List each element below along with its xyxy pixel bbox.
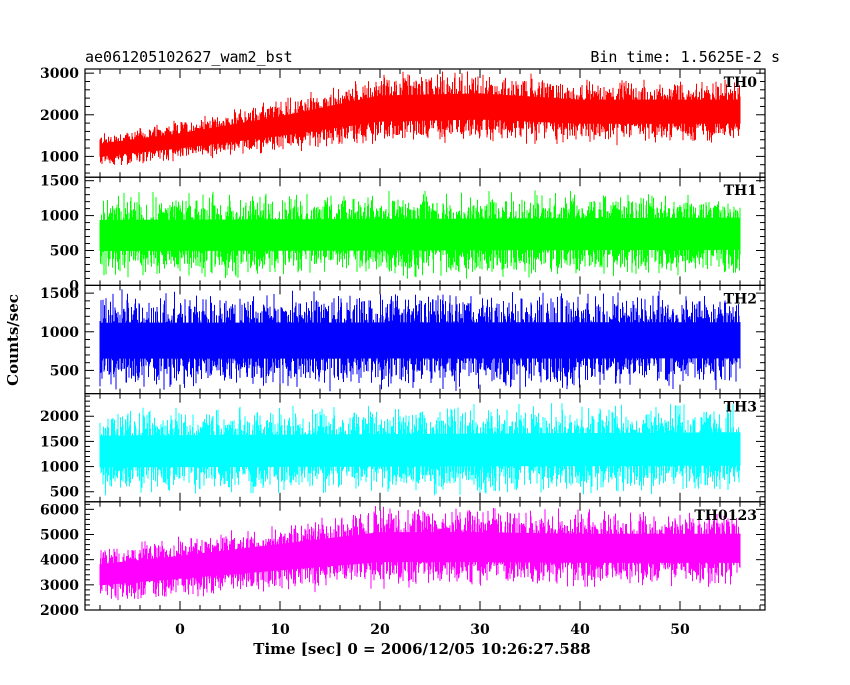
y-tick-label: 1500 bbox=[40, 434, 79, 450]
y-axis-label: Counts/sec bbox=[4, 294, 22, 386]
y-tick-label: 1500 bbox=[40, 174, 79, 190]
x-tick-label: 20 bbox=[370, 622, 390, 638]
x-tick-label: 50 bbox=[670, 622, 690, 638]
x-tick-label: 10 bbox=[270, 622, 290, 638]
y-tick-label: 2000 bbox=[40, 108, 79, 124]
panels-group: 100020003000TH0050010001500TH15001000150… bbox=[40, 66, 766, 638]
y-tick-label: 500 bbox=[50, 485, 79, 501]
y-tick-label: 3000 bbox=[40, 578, 79, 594]
band-label: TH3 bbox=[724, 400, 757, 416]
title-left: ae061205102627_wam2_bst bbox=[85, 48, 293, 66]
series-trace-th1 bbox=[99, 190, 741, 279]
series-trace-th0 bbox=[99, 71, 741, 165]
x-tick-label: 0 bbox=[175, 622, 185, 638]
y-tick-label: 500 bbox=[50, 243, 79, 259]
y-tick-label: 5000 bbox=[40, 528, 79, 544]
panel-th0: 1000 2000 3000 TH0 bbox=[40, 66, 766, 178]
panel-th1: 0 500 1000 1500 TH1 bbox=[40, 174, 766, 294]
panel-frame bbox=[84, 501, 766, 611]
x-axis-label: Time [sec] 0 = 2006/12/05 10:26:27.588 bbox=[253, 640, 590, 658]
y-tick-label: 1000 bbox=[40, 460, 79, 476]
y-tick-label: 1000 bbox=[40, 149, 79, 165]
y-tick-label: 0 bbox=[69, 278, 79, 294]
y-tick-label: 3000 bbox=[40, 66, 79, 82]
y-tick-label: 2000 bbox=[40, 603, 79, 619]
panel-th0123: 2000 3000 4000 5000 6000 TH0123 bbox=[40, 501, 766, 619]
y-tick-label: 1000 bbox=[40, 325, 79, 341]
y-tick-label: 500 bbox=[50, 363, 79, 379]
band-label: TH0123 bbox=[694, 508, 757, 524]
series-trace-th0123 bbox=[99, 506, 741, 601]
panel-th3: 500 1000 1500 2000 TH3 bbox=[40, 393, 766, 503]
y-tick-label: 4000 bbox=[40, 553, 79, 569]
x-tick-label: 40 bbox=[570, 622, 590, 638]
panel-th2: 500 1000 1500 TH2 bbox=[40, 284, 766, 395]
y-tick-label: 6000 bbox=[40, 502, 79, 518]
band-label: TH1 bbox=[724, 183, 757, 199]
band-label: TH2 bbox=[724, 291, 757, 307]
band-label: TH0 bbox=[724, 75, 758, 91]
title-right: Bin time: 1.5625E-2 s bbox=[590, 48, 780, 66]
y-tick-label: 1500 bbox=[40, 286, 79, 302]
y-tick-label: 1000 bbox=[40, 209, 79, 225]
series-trace-th3 bbox=[99, 403, 741, 496]
x-tick-label: 30 bbox=[470, 622, 490, 638]
series-trace-th2 bbox=[99, 289, 741, 392]
y-tick-label: 2000 bbox=[40, 409, 79, 425]
